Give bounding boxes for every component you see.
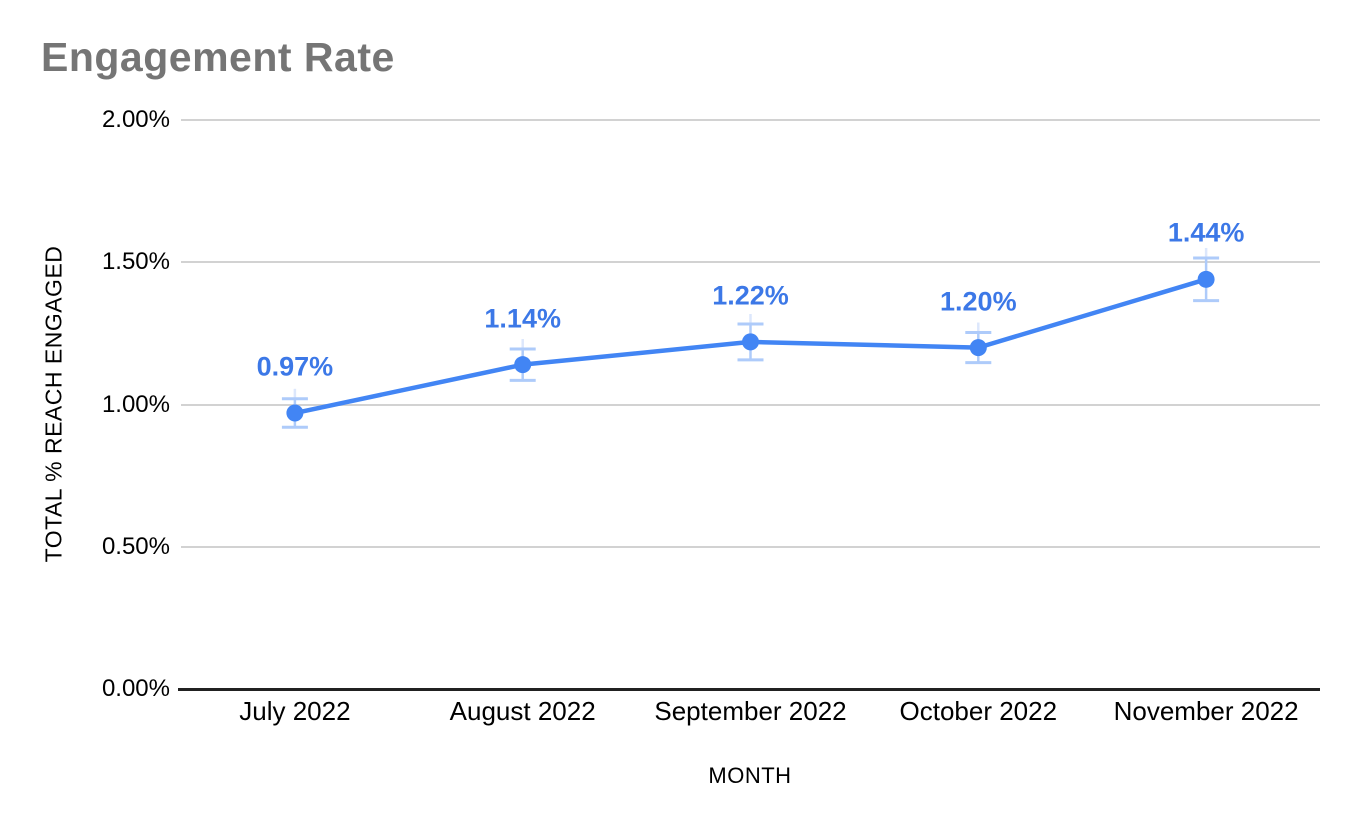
data-point-label: 0.97% xyxy=(256,351,334,382)
data-point-3[interactable] xyxy=(742,333,759,351)
y-tick-label: 1.00% xyxy=(101,390,170,418)
data-point-1[interactable] xyxy=(286,404,304,422)
x-tick-label: August 2022 xyxy=(449,696,596,726)
y-tick-label: 0.00% xyxy=(101,675,170,702)
gridline xyxy=(181,403,1320,406)
x-axis-title: MONTH xyxy=(708,763,792,788)
data-point-label: 1.14% xyxy=(484,303,561,334)
x-tick-label: November 2022 xyxy=(1113,696,1299,726)
plot-area: 0.97% 1.14% 1.22% 1.20% 1.44% xyxy=(178,119,1320,691)
data-point-5[interactable] xyxy=(1197,270,1215,288)
x-axis-line xyxy=(178,687,1320,691)
y-tick-label: 0.50% xyxy=(101,532,170,560)
gridline xyxy=(181,261,1320,264)
data-point-2[interactable] xyxy=(514,356,532,374)
data-point-label: 1.22% xyxy=(712,280,789,311)
gridline xyxy=(181,545,1320,548)
y-tick-label: 2.00% xyxy=(101,106,170,133)
gridline xyxy=(181,119,1320,121)
data-point-4[interactable] xyxy=(969,339,987,357)
data-point-label: 1.20% xyxy=(940,286,1017,317)
x-tick-label: September 2022 xyxy=(654,696,847,726)
x-tick-label: October 2022 xyxy=(899,696,1058,726)
data-point-label: 1.44% xyxy=(1167,217,1245,248)
x-tick-label: July 2022 xyxy=(239,696,351,726)
chart-title: Engagement Rate xyxy=(41,34,395,80)
y-tick-label: 1.50% xyxy=(101,248,170,276)
series-plot xyxy=(281,247,1220,429)
